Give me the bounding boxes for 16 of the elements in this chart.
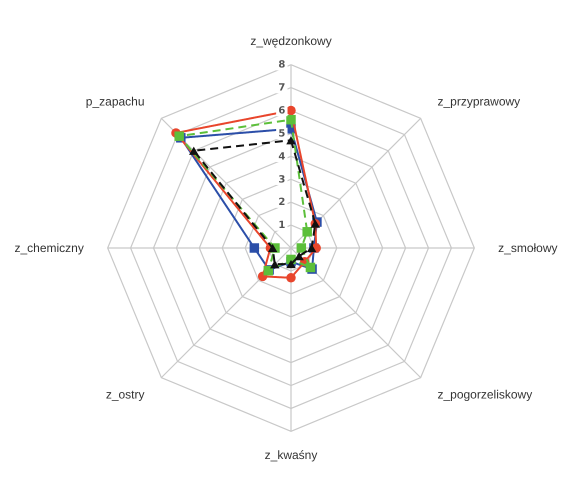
spoke-label: z_ostry (106, 387, 145, 402)
spoke-label: z_pogorzeliskowy (437, 387, 532, 402)
spoke-label: z_chemiczny (14, 241, 84, 255)
y-tick-label: 6 (278, 106, 286, 116)
y-tick-label: 5 (278, 128, 286, 140)
y-tick-label: 3 (278, 174, 286, 186)
y-tick-label: 8 (278, 60, 286, 71)
y-tick-label: 1 (278, 220, 286, 232)
spoke-label: z_kwaśny (264, 448, 318, 462)
spoke-label: z_przyprawowy (437, 94, 520, 109)
spoke-label: p_zapachu (86, 94, 145, 109)
spoke-label: z_wędzonkowy (250, 34, 332, 48)
y-tick-label: 4 (278, 151, 286, 162)
spoke-label: z_smołowy (498, 241, 558, 255)
y-tick-label: 2 (278, 197, 286, 208)
y-tick-label: 7 (278, 82, 286, 94)
